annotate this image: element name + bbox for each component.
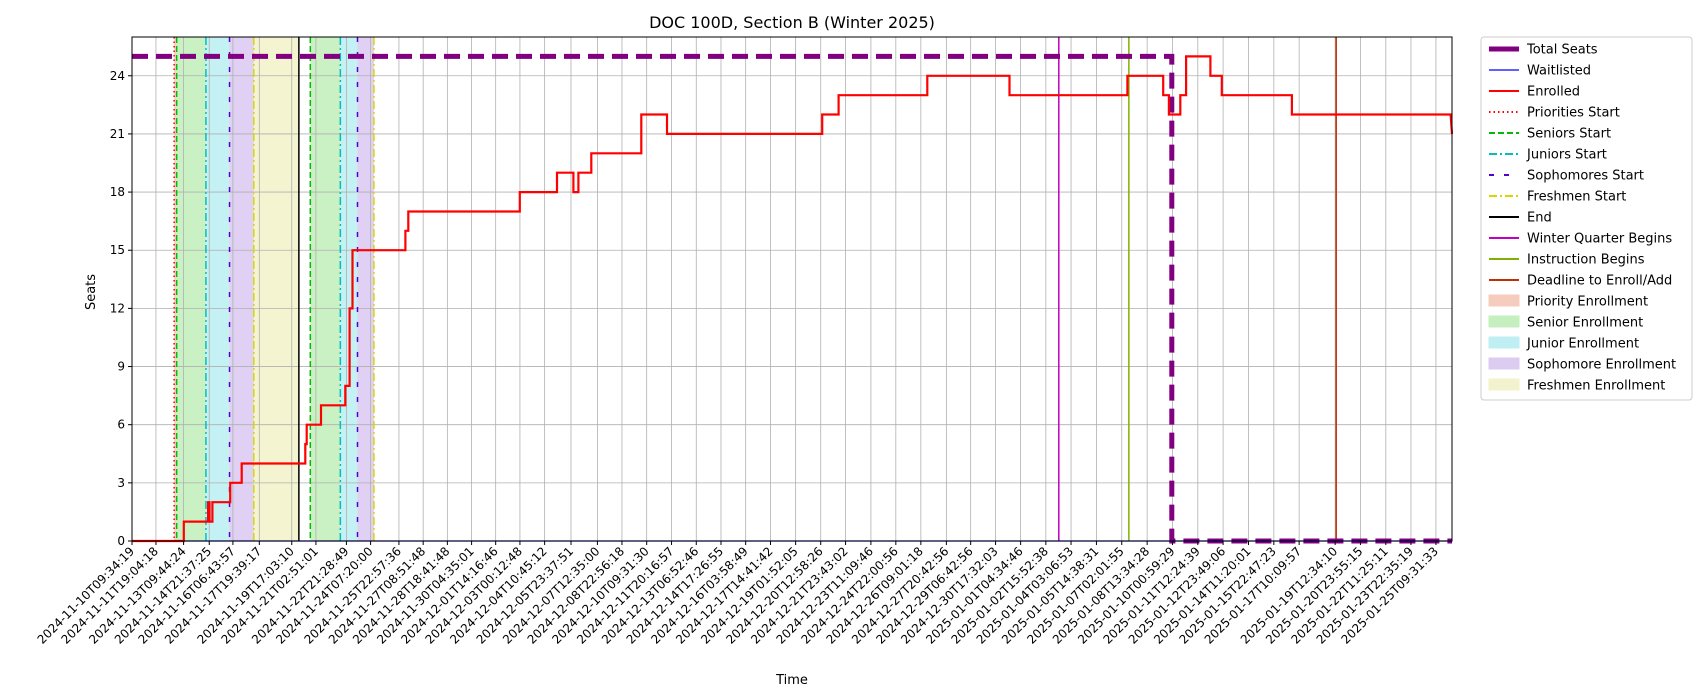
legend-label: Seniors Start (1527, 127, 1611, 142)
legend-label: Sophomores Start (1527, 169, 1644, 184)
legend-label: Freshmen Start (1527, 190, 1626, 205)
legend-swatch (1488, 378, 1520, 391)
legend-label: Freshmen Enrollment (1527, 379, 1665, 394)
chart-title: DOC 100D, Section B (Winter 2025) (649, 13, 935, 32)
y-tick-label: 9 (117, 360, 125, 374)
legend-label: Sophomore Enrollment (1527, 358, 1676, 373)
legend-label: Deadline to Enroll/Add (1527, 274, 1672, 289)
legend: Total Seats Waitlisted Enrolled Priorities … (1480, 36, 1693, 401)
enrollment-span-0 (174, 37, 177, 541)
y-tick-label: 3 (117, 476, 125, 490)
y-tick-label: 0 (117, 534, 125, 548)
y-tick-label: 18 (110, 185, 125, 199)
legend-swatch (1488, 294, 1520, 307)
x-axis-label: Time (775, 673, 808, 688)
plot-frame (131, 36, 1453, 542)
series-line-enrolled (132, 55, 1454, 543)
y-tick-label: 24 (110, 69, 125, 83)
legend-label: Priority Enrollment (1527, 295, 1648, 310)
legend-label: Senior Enrollment (1527, 316, 1643, 331)
y-axis-label: Seats (84, 274, 99, 310)
plot-area: 036912151821242024-11-10T09:34:192024-11… (35, 36, 1454, 647)
enrollment-span-3 (229, 37, 254, 541)
enrollment-span-7 (357, 37, 374, 541)
legend-label: Total Seats (1526, 43, 1598, 58)
legend-label: Instruction Begins (1527, 253, 1645, 268)
enrollment-span-6 (340, 37, 358, 541)
legend-box (1480, 36, 1693, 401)
legend-label: Junior Enrollment (1526, 337, 1639, 352)
legend-swatch (1488, 336, 1520, 349)
legend-label: Winter Quarter Begins (1527, 232, 1672, 247)
legend-label: Waitlisted (1527, 64, 1591, 79)
y-tick-label: 6 (117, 418, 125, 432)
enrollment-span-5 (310, 37, 341, 541)
legend-label: End (1527, 211, 1552, 226)
enrollment-span-2 (205, 37, 230, 541)
y-tick-label: 15 (110, 243, 125, 257)
enrollment-span-1 (176, 37, 206, 541)
y-tick-label: 12 (110, 301, 125, 315)
legend-swatch (1488, 357, 1520, 370)
legend-label: Enrolled (1527, 85, 1580, 100)
legend-swatch (1488, 315, 1520, 328)
y-tick-label: 21 (110, 127, 125, 141)
legend-label: Juniors Start (1526, 148, 1607, 163)
legend-label: Priorities Start (1527, 106, 1620, 121)
